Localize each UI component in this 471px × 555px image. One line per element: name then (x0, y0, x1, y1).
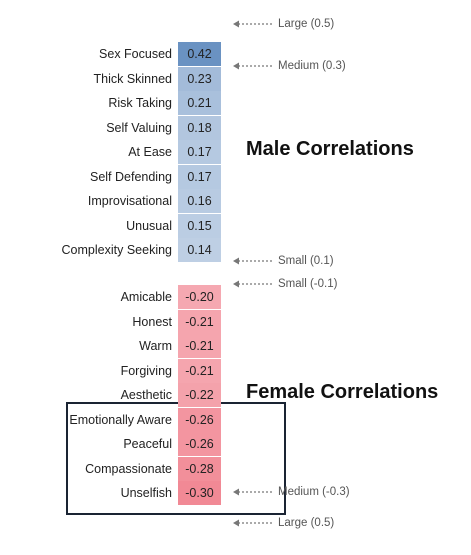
dotted-arrow-icon (233, 280, 273, 288)
row-label: Amicable (120, 290, 172, 304)
row-label: Self Valuing (106, 120, 172, 135)
row-label: Thick Skinned (93, 71, 172, 86)
heatmap-cell (178, 164, 221, 189)
heatmap-cell (178, 334, 221, 358)
dotted-arrow-icon (233, 20, 273, 28)
cell-value-label: -0.21 (185, 314, 214, 329)
heatmap-cell (178, 213, 221, 238)
dotted-arrow-icon (233, 62, 273, 70)
row-label: Honest (132, 314, 172, 329)
row-label: Unselfish (120, 486, 172, 500)
cell-value-label: 0.16 (187, 194, 212, 208)
heatmap-cell (178, 285, 221, 309)
cell-value-label: -0.26 (185, 412, 214, 427)
row-label: Improvisational (87, 194, 172, 208)
reference-marker-label: Small (-0.1) (278, 278, 338, 290)
male-group-title: Male Correlations (246, 138, 414, 160)
row-label: Forgiving (120, 363, 172, 378)
heatmap-cell (178, 42, 221, 66)
heatmap-cell (178, 407, 221, 432)
row-label: Complexity Seeking (61, 243, 172, 257)
dotted-arrow-icon (233, 488, 273, 496)
highlight-box (66, 402, 286, 515)
cell-value-label: 0.18 (187, 120, 212, 135)
row-label: Peaceful (123, 437, 172, 451)
heatmap-cell (178, 238, 221, 262)
cell-value-label: -0.21 (185, 363, 214, 378)
heatmap-cell (178, 66, 221, 91)
heatmap-cell (178, 383, 221, 407)
cell-value-label: -0.20 (185, 290, 214, 304)
reference-marker: Large (0.5) (232, 17, 334, 31)
heatmap-cell (178, 481, 221, 505)
cell-value-label: -0.26 (185, 437, 214, 451)
heatmap-cell (178, 189, 221, 213)
heatmap-cell (178, 432, 221, 456)
row-label: Emotionally Aware (69, 412, 172, 427)
heatmap-cell (178, 309, 221, 334)
heatmap-cell (178, 91, 221, 115)
dotted-arrow-icon (233, 257, 273, 265)
reference-marker: Medium (0.3) (232, 59, 346, 73)
cell-value-label: -0.22 (185, 388, 214, 402)
heatmap-cell (178, 140, 221, 164)
reference-marker: Large (0.5) (232, 516, 334, 530)
row-label: Compassionate (85, 461, 172, 476)
row-label: Sex Focused (99, 47, 172, 61)
reference-marker-label: Large (0.5) (278, 517, 335, 529)
row-label: Risk Taking (108, 96, 172, 110)
cell-value-label: 0.14 (187, 243, 212, 257)
heatmap-cell (178, 358, 221, 383)
row-label: Unusual (126, 218, 172, 233)
cell-value-label: 0.17 (187, 145, 212, 159)
cell-value-label: 0.23 (187, 71, 212, 86)
cell-value-label: -0.21 (185, 339, 214, 353)
reference-marker-label: Medium (0.3) (278, 60, 346, 72)
reference-marker: Small (-0.1) (232, 277, 337, 291)
row-label: At Ease (128, 145, 172, 159)
reference-marker-label: Large (0.5) (278, 18, 335, 30)
row-label: Self Defending (89, 169, 172, 184)
cell-value-label: -0.28 (185, 461, 214, 476)
row-label: Aesthetic (120, 388, 172, 402)
cell-value-label: 0.42 (187, 47, 212, 61)
reference-marker-label: Small (0.1) (278, 255, 334, 267)
cell-value-label: 0.15 (187, 218, 212, 233)
cell-value-label: -0.30 (185, 486, 214, 500)
heatmap-cell (178, 456, 221, 481)
reference-marker-label: Medium (-0.3) (278, 486, 350, 498)
cell-value-label: 0.21 (187, 96, 212, 110)
heatmap-cell (178, 115, 221, 140)
reference-marker: Small (0.1) (232, 254, 334, 268)
row-label: Warm (139, 339, 172, 353)
reference-marker: Medium (-0.3) (232, 485, 350, 499)
dotted-arrow-icon (233, 519, 273, 527)
cell-value-label: 0.17 (187, 169, 212, 184)
female-group-title: Female Correlations (246, 381, 439, 403)
